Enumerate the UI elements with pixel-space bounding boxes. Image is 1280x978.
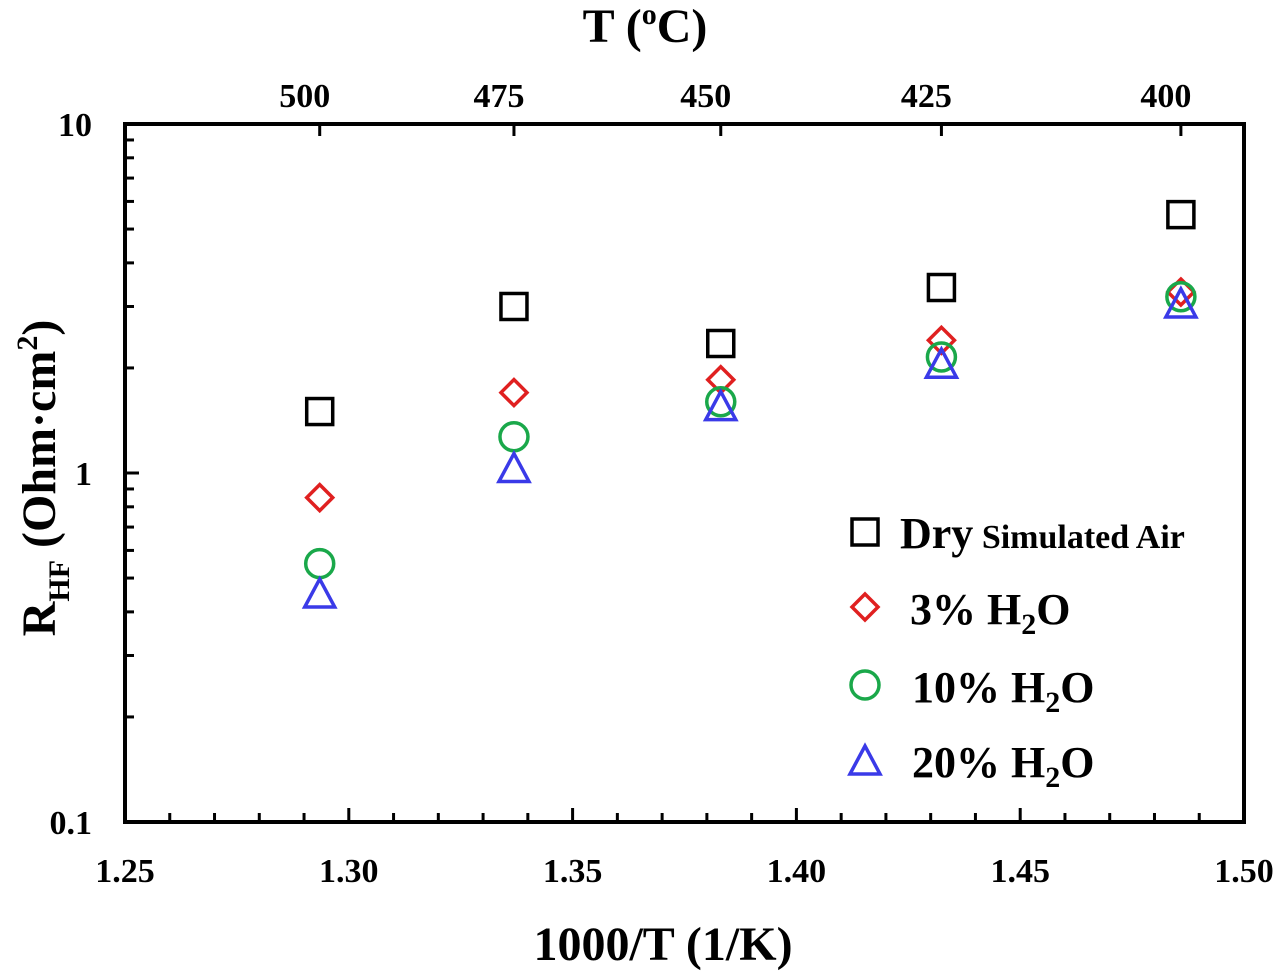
y-tick-label: 1 bbox=[75, 456, 92, 493]
x-tick-label: 1.35 bbox=[543, 853, 603, 890]
legend: Dry Simulated Air 3% H2O 10% H2O 20% H2O bbox=[847, 509, 1185, 794]
legend-marker-triangle bbox=[847, 742, 883, 776]
data-point-triangle bbox=[1162, 285, 1199, 319]
y-axis-title-unit: (Ohm·cm bbox=[13, 351, 66, 560]
top-tick-label: 450 bbox=[680, 78, 731, 115]
top-tick-label: 475 bbox=[473, 78, 524, 115]
tick-labels-layer: 1.25 1.30 1.35 1.40 1.45 1.50 500 475 450 425 400 0… bbox=[50, 78, 1274, 890]
data-point-square bbox=[499, 291, 529, 322]
legend-label-10pct: 10% H2O bbox=[912, 663, 1094, 719]
legend-label-dry-small: Simulated Air bbox=[973, 519, 1185, 556]
data-point-square bbox=[706, 328, 736, 359]
data-point-circle bbox=[303, 547, 336, 580]
data-point-triangle bbox=[301, 575, 338, 609]
ticks-layer bbox=[125, 124, 1201, 822]
top-axis-title-main: T ( bbox=[583, 0, 642, 53]
points-layer bbox=[301, 199, 1199, 609]
y-axis-title-sub: HF bbox=[43, 560, 76, 602]
legend-label-dry-big: Dry bbox=[900, 509, 973, 558]
legend-label-20pct: 20% H2O bbox=[912, 738, 1094, 794]
legend-markers bbox=[847, 517, 883, 776]
x-tick-label: 1.25 bbox=[95, 853, 155, 890]
legend-marker-diamond bbox=[849, 591, 881, 623]
legend-label-3pct: 3% H2O bbox=[910, 585, 1070, 641]
x-tick-label: 1.50 bbox=[1214, 853, 1274, 890]
x-tick-label: 1.45 bbox=[990, 853, 1050, 890]
y-axis-title-main: R bbox=[13, 600, 66, 636]
data-point-triangle bbox=[702, 387, 739, 422]
data-point-circle bbox=[1165, 280, 1197, 313]
plot-frame bbox=[123, 122, 1246, 824]
top-axis-title-sup: o bbox=[642, 0, 657, 31]
x-tick-label: 1.30 bbox=[319, 853, 379, 890]
data-point-triangle bbox=[496, 449, 532, 484]
x-axis-title: 1000/T (1/K) bbox=[533, 918, 792, 971]
y-axis-title-close: ) bbox=[13, 320, 66, 336]
top-axis-title: T (oC) bbox=[583, 0, 708, 53]
data-point-circle bbox=[925, 341, 958, 373]
x-tick-label: 1.40 bbox=[767, 853, 827, 890]
top-tick-label: 400 bbox=[1140, 78, 1191, 115]
data-point-circle bbox=[498, 421, 530, 453]
y-axis-title: RHF (Ohm·cm2) bbox=[11, 320, 76, 637]
y-axis-title-sup: 2 bbox=[11, 336, 44, 351]
data-point-diamond bbox=[304, 482, 336, 514]
y-tick-label: 10 bbox=[58, 107, 92, 144]
data-point-diamond bbox=[498, 377, 530, 409]
legend-label-dry: Dry Simulated Air bbox=[900, 509, 1185, 558]
top-tick-label: 425 bbox=[901, 78, 952, 115]
top-tick-label: 500 bbox=[279, 78, 330, 115]
data-point-square bbox=[304, 396, 335, 427]
data-point-circle bbox=[705, 386, 737, 418]
data-point-square bbox=[926, 272, 957, 303]
data-point-triangle bbox=[923, 345, 960, 379]
legend-marker-square bbox=[850, 517, 880, 547]
data-point-square bbox=[1166, 199, 1196, 230]
top-axis-title-rest: C) bbox=[657, 0, 708, 53]
y-tick-label: 0.1 bbox=[50, 805, 93, 842]
legend-marker-circle bbox=[849, 669, 881, 701]
data-point-diamond bbox=[925, 324, 957, 356]
